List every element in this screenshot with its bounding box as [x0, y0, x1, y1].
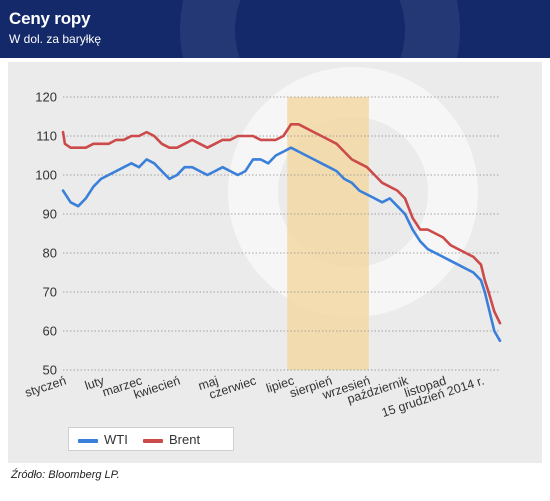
series-line-brent — [61, 122, 502, 325]
y-tick-label: 60 — [43, 324, 57, 339]
chart-title: Ceny ropy — [9, 9, 91, 28]
x-tick-label: maj — [196, 374, 219, 394]
y-tick-label: 50 — [43, 363, 57, 378]
chart-subtitle: W dol. za baryłkę — [9, 32, 102, 46]
highlight-band — [287, 97, 369, 370]
y-tick-label: 90 — [43, 207, 57, 222]
legend-item-brent: Brent — [143, 432, 200, 447]
series-line-wti — [61, 146, 502, 343]
legend-item-wti: WTI — [78, 432, 128, 447]
source-note: Źródło: Bloomberg LP. — [11, 469, 120, 481]
legend-label-brent: Brent — [169, 432, 201, 447]
legend-label-wti: WTI — [104, 432, 128, 447]
chart-legend: WTI Brent — [68, 427, 234, 451]
header-logo-decoration — [180, 0, 460, 58]
y-tick-label: 70 — [43, 285, 57, 300]
y-tick-label: 120 — [35, 90, 57, 105]
chart-header: Ceny ropy W dol. za baryłkę — [0, 0, 550, 58]
legend-swatch-wti — [78, 438, 98, 443]
y-tick-label: 80 — [43, 246, 57, 261]
x-tick-label: luty — [83, 373, 107, 393]
y-tick-label: 110 — [36, 129, 57, 144]
legend-swatch-brent — [143, 438, 163, 443]
chart-panel: 50 60 70 80 90 100 110 120 styczeń luty marzec kwi… — [8, 62, 542, 463]
y-tick-label: 100 — [35, 168, 57, 183]
